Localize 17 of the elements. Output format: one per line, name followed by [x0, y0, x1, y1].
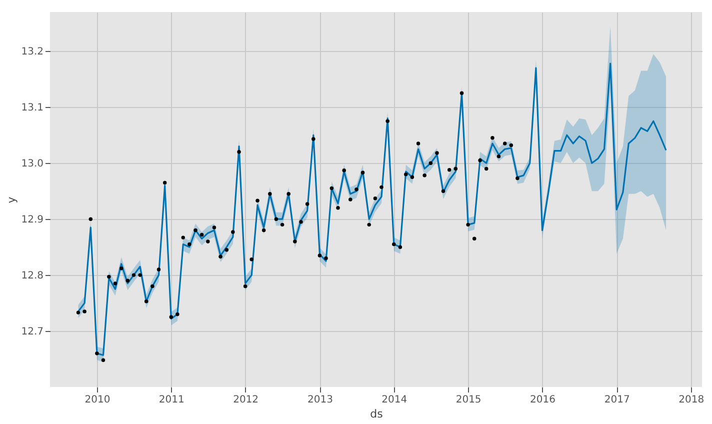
- y-tick-label: 13.0: [21, 158, 44, 170]
- x-tick-label: 2010: [84, 394, 110, 406]
- y-tick-label: 13.1: [21, 102, 44, 114]
- y-tick-label: 12.7: [21, 326, 44, 338]
- y-tick-label: 12.8: [21, 270, 44, 282]
- x-tick-label: 2013: [307, 394, 333, 406]
- x-tick-label: 2012: [233, 394, 259, 406]
- y-tick-label: 13.2: [21, 46, 44, 58]
- x-tick-label: 2015: [456, 394, 482, 406]
- x-axis-title: ds: [370, 408, 384, 420]
- x-tick-label: 2017: [604, 394, 630, 406]
- x-tick-label: 2011: [158, 394, 184, 406]
- x-tick-label: 2018: [678, 394, 704, 406]
- x-tick-label: 2014: [382, 394, 408, 406]
- x-tick-label: 2016: [530, 394, 556, 406]
- y-axis-title: y: [5, 196, 18, 204]
- y-tick-label: 12.9: [21, 214, 44, 226]
